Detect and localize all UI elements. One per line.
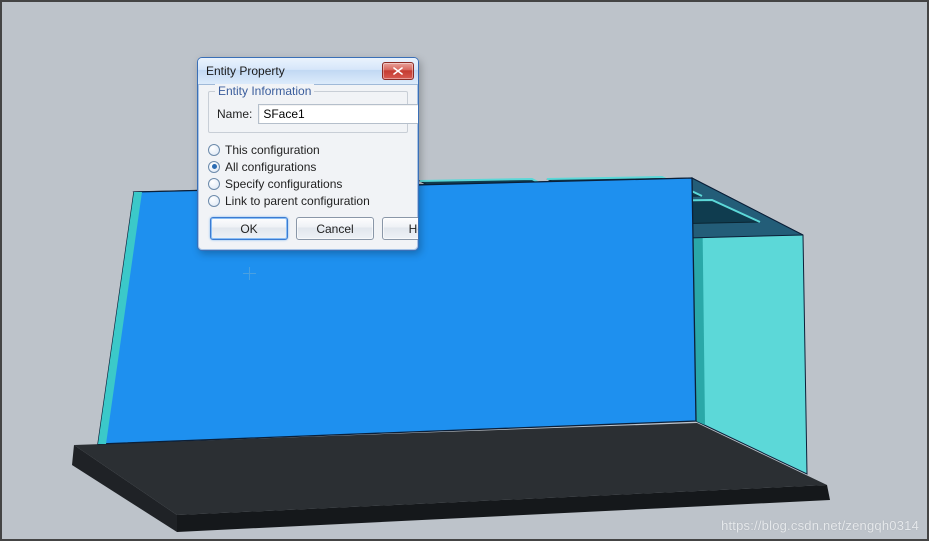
- model-3d: [2, 2, 927, 539]
- dialog-title: Entity Property: [206, 64, 382, 78]
- configuration-scope-radios: This configuration All configurations Sp…: [208, 141, 408, 209]
- radio-icon: [208, 178, 220, 190]
- name-input[interactable]: [258, 104, 419, 124]
- radio-icon: [208, 144, 220, 156]
- dialog-titlebar[interactable]: Entity Property: [198, 58, 418, 85]
- ok-button[interactable]: OK: [210, 217, 288, 240]
- close-button[interactable]: [382, 62, 414, 80]
- cancel-button[interactable]: Cancel: [296, 217, 374, 240]
- entity-property-dialog: Entity Property Entity Information Name:…: [197, 57, 419, 251]
- radio-icon: [208, 195, 220, 207]
- cad-viewport[interactable]: Entity Property Entity Information Name:…: [0, 0, 929, 541]
- radio-label: All configurations: [225, 160, 316, 174]
- radio-all-configurations[interactable]: All configurations: [208, 158, 408, 175]
- radio-label: Specify configurations: [225, 177, 342, 191]
- close-icon: [393, 67, 403, 75]
- name-field-row: Name:: [217, 104, 399, 124]
- dialog-button-row: OK Cancel Help: [208, 217, 408, 240]
- radio-link-to-parent[interactable]: Link to parent configuration: [208, 192, 408, 209]
- help-button[interactable]: Help: [382, 217, 419, 240]
- radio-label: Link to parent configuration: [225, 194, 370, 208]
- entity-information-group: Entity Information Name:: [208, 91, 408, 133]
- watermark-text: https://blog.csdn.net/zengqh0314: [721, 518, 919, 533]
- name-label: Name:: [217, 107, 252, 121]
- dialog-body: Entity Information Name: This configurat…: [198, 85, 418, 250]
- radio-this-configuration[interactable]: This configuration: [208, 141, 408, 158]
- radio-label: This configuration: [225, 143, 320, 157]
- radio-specify-configurations[interactable]: Specify configurations: [208, 175, 408, 192]
- radio-icon: [208, 161, 220, 173]
- group-title: Entity Information: [215, 84, 314, 98]
